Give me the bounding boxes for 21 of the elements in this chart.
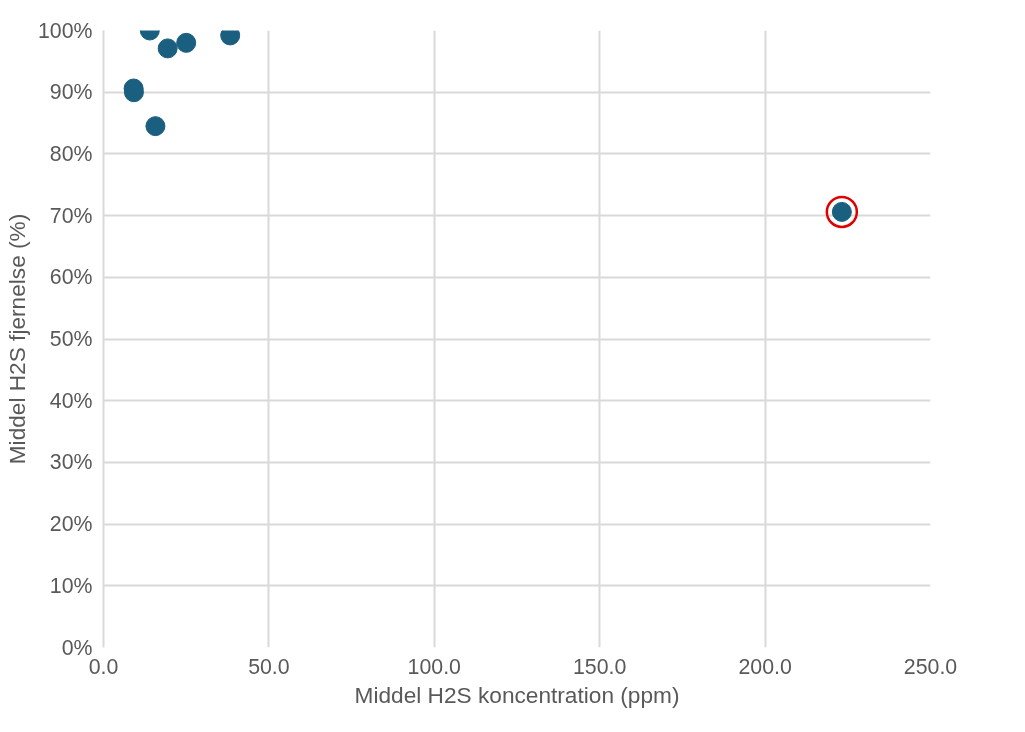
point bbox=[145, 116, 166, 137]
y-tick-label: 50% bbox=[49, 327, 93, 351]
y-tick-label: 20% bbox=[49, 512, 93, 537]
y-tick-label: 30% bbox=[49, 450, 93, 475]
x-tick-label: 100.0 bbox=[407, 654, 462, 679]
y-tick-label: 100% bbox=[37, 18, 93, 43]
y-tick-label: 70% bbox=[49, 203, 93, 228]
x-axis-title: Middel H2S koncentration (ppm) bbox=[354, 681, 680, 708]
y-tick-label: 10% bbox=[49, 573, 93, 598]
x-tick-label: 150.0 bbox=[573, 654, 627, 679]
point bbox=[176, 32, 197, 53]
point bbox=[157, 38, 178, 59]
y-tick-label: 90% bbox=[49, 80, 93, 105]
y-tick-label: 40% bbox=[49, 388, 93, 413]
y-axis-title: Middel H2S fjernelse (%) bbox=[3, 213, 30, 465]
x-tick-label: 200.0 bbox=[738, 654, 792, 679]
y-tick-label: 80% bbox=[49, 141, 93, 166]
x-tick-label: 50.0 bbox=[248, 654, 290, 679]
y-tick-label: 60% bbox=[49, 265, 93, 290]
x-tick-label: 250.0 bbox=[903, 654, 958, 679]
point bbox=[825, 195, 859, 229]
